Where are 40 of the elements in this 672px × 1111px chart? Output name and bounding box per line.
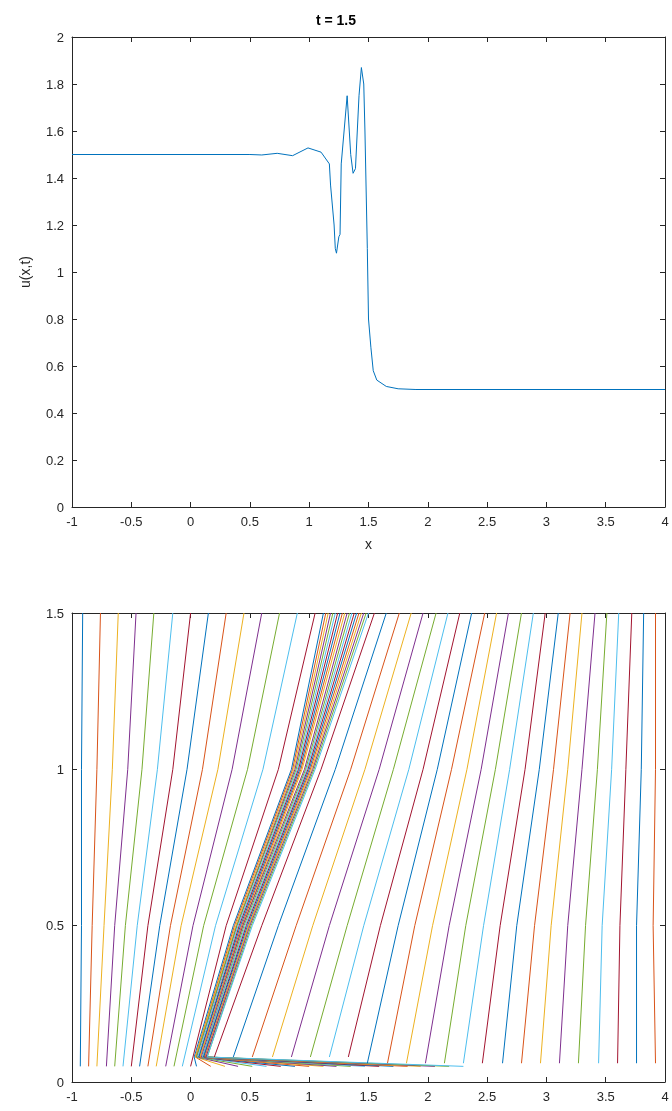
chart-title: t = 1.5 [315, 12, 357, 28]
x-tick-label: -1 [66, 514, 78, 529]
x-tick-label: 1.5 [359, 1089, 378, 1104]
x-tick-label: 3.5 [596, 514, 615, 529]
x-tick-label: 3 [542, 1089, 551, 1104]
x-tick-label: 1.5 [359, 514, 378, 529]
y-tick-label: 2 [56, 29, 64, 45]
y-tick-label: 0.6 [45, 358, 64, 374]
x-tick-label: 2 [424, 1089, 432, 1104]
x-tick-label: 4 [661, 514, 669, 529]
x-tick-label: 2.5 [478, 1089, 497, 1104]
x-tick-label: -1 [66, 1089, 78, 1104]
x-tick-label: 2 [424, 514, 432, 529]
x-tick-label: 2.5 [478, 514, 497, 529]
x-tick-label: -0.5 [120, 514, 143, 529]
y-tick-label: 0.2 [45, 452, 64, 468]
y-tick-label: 1.5 [45, 605, 64, 621]
y-tick-label: 0.8 [45, 311, 64, 327]
x-axis-title: x [365, 536, 372, 552]
x-tick-label: 1 [305, 514, 313, 529]
y-tick-label: 1 [56, 761, 64, 777]
y-tick-label: 1.2 [45, 217, 64, 233]
x-tick-label: -0.5 [120, 1089, 143, 1104]
y-tick-label: 1 [56, 264, 64, 280]
y-tick-label: 1.8 [45, 76, 64, 92]
x-tick-label: 1 [305, 1089, 313, 1104]
x-tick-label: 4 [661, 1089, 669, 1104]
y-tick-label: 0.4 [45, 405, 64, 421]
x-tick-label: 0 [186, 1089, 195, 1104]
y-tick-label: 0 [56, 499, 64, 515]
y-tick-label: 1.6 [45, 123, 64, 139]
x-tick-label: 0 [186, 514, 195, 529]
y-tick-label: 1.4 [45, 170, 64, 186]
y-tick-label: 0.5 [45, 918, 64, 934]
y-tick-label: 0 [56, 1074, 64, 1090]
y-axis-title: u(x,t) [17, 256, 33, 288]
x-tick-label: 3 [542, 514, 551, 529]
x-tick-label: 0.5 [240, 1089, 259, 1104]
x-tick-label: 0.5 [240, 514, 259, 529]
x-tick-label: 3.5 [596, 1089, 615, 1104]
